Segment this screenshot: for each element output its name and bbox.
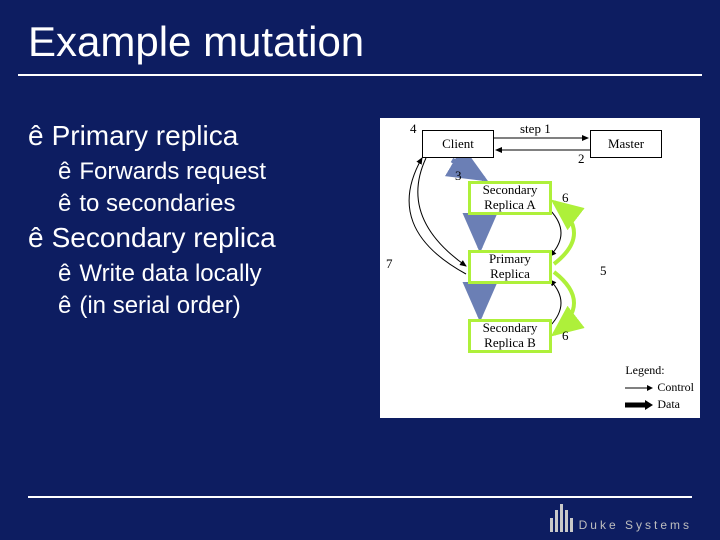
label-5: 5 — [600, 263, 607, 279]
legend-title: Legend: — [625, 363, 694, 378]
node-replica-b: SecondaryReplica B — [468, 319, 552, 353]
bullet-primary: ê Primary replica — [28, 120, 276, 152]
bullet-to-secondaries: ê to secondaries — [58, 190, 276, 218]
label-2: 2 — [578, 151, 585, 167]
bullet-forwards: ê Forwards request — [58, 158, 276, 186]
label-6b: 6 — [562, 328, 569, 344]
label-6a: 6 — [562, 190, 569, 206]
bullet-serial-order: ê (in serial order) — [58, 292, 276, 320]
bullet-mark: ê — [58, 190, 71, 218]
bullet-mark: ê — [58, 292, 71, 320]
bullet-text: Forwards request — [79, 158, 266, 186]
gfs-mutation-diagram: Client Master SecondaryReplica A Primary… — [380, 118, 700, 418]
legend-control: Control — [625, 380, 694, 395]
bullet-list: ê Primary replica ê Forwards request ê t… — [28, 120, 276, 324]
bullet-mark: ê — [58, 260, 71, 288]
bullet-secondary: ê Secondary replica — [28, 222, 276, 254]
node-primary: PrimaryReplica — [468, 250, 552, 284]
bullet-mark: ê — [28, 222, 44, 254]
legend: Legend: Control Data — [625, 363, 694, 412]
node-replica-a: SecondaryReplica A — [468, 181, 552, 215]
footer-brand: Duke Systems — [579, 518, 692, 532]
bullet-text: Secondary replica — [52, 222, 276, 254]
label-step1: step 1 — [520, 121, 551, 137]
node-client: Client — [422, 130, 494, 158]
node-master: Master — [590, 130, 662, 158]
slide-title: Example mutation — [0, 0, 720, 74]
legend-data: Data — [625, 397, 694, 412]
bullet-text: Write data locally — [79, 260, 261, 288]
bullet-mark: ê — [58, 158, 71, 186]
bullet-text: (in serial order) — [79, 292, 240, 320]
footer-logo: Duke Systems — [550, 504, 692, 532]
title-underline — [18, 74, 702, 76]
bullet-text: Primary replica — [52, 120, 239, 152]
label-7: 7 — [386, 256, 393, 272]
bullet-mark: ê — [28, 120, 44, 152]
duke-chapel-icon — [550, 504, 573, 532]
label-4: 4 — [410, 121, 417, 137]
label-3: 3 — [455, 168, 462, 184]
bullet-text: to secondaries — [79, 190, 235, 218]
bullet-write-local: ê Write data locally — [58, 260, 276, 288]
footer-divider — [28, 496, 692, 498]
